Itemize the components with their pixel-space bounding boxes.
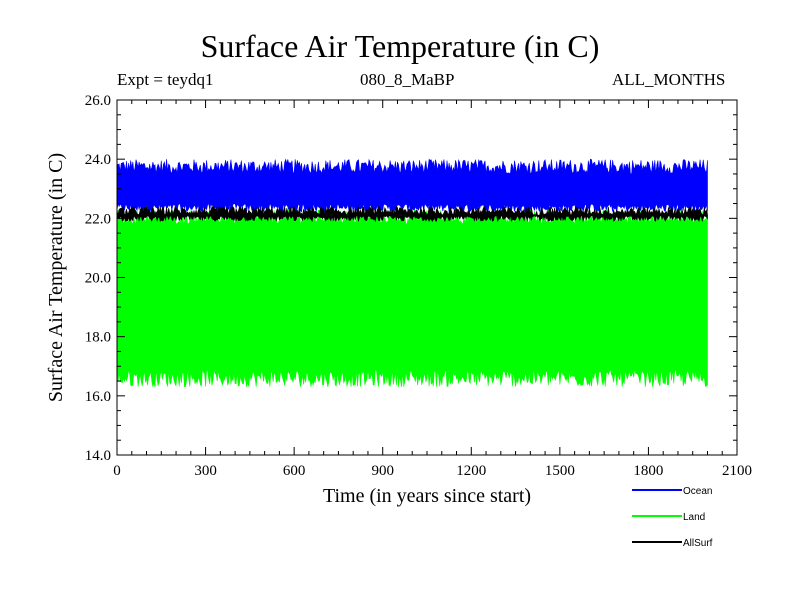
x-tick-label: 0 <box>113 463 121 479</box>
period-label: 080_8_MaBP <box>360 70 455 89</box>
legend-label: AllSurf <box>683 538 713 549</box>
legend-item-ocean: Ocean <box>632 486 712 497</box>
x-tick-label: 900 <box>371 463 394 479</box>
series-allsurf <box>116 205 708 223</box>
y-tick-labels: 14.0 16.0 18.0 20.0 22.0 24.0 26.0 <box>85 93 111 464</box>
legend-item-allsurf: AllSurf <box>632 538 713 549</box>
x-tick-labels: 0 300 600 900 1200 1500 1800 2100 <box>113 463 752 479</box>
x-tick-label: 600 <box>283 463 306 479</box>
legend-label: Ocean <box>683 486 712 497</box>
chart-title: Surface Air Temperature (in C) <box>200 28 600 64</box>
x-tick-label: 300 <box>194 463 217 479</box>
y-tick-label: 24.0 <box>85 152 111 168</box>
axis-ticks <box>116 99 738 456</box>
series-bands <box>116 158 708 387</box>
y-tick-label: 26.0 <box>85 93 111 109</box>
x-tick-label: 2100 <box>722 463 752 479</box>
legend: Ocean Land AllSurf <box>632 486 713 549</box>
legend-item-land: Land <box>632 512 705 523</box>
experiment-label: Expt = teydq1 <box>117 70 214 89</box>
x-tick-label: 1500 <box>545 463 575 479</box>
x-tick-label: 1200 <box>456 463 486 479</box>
plot-frame <box>116 99 738 456</box>
y-tick-label: 14.0 <box>85 448 111 464</box>
y-tick-label: 18.0 <box>85 330 111 346</box>
months-label: ALL_MONTHS <box>612 70 726 89</box>
x-axis-title: Time (in years since start) <box>323 485 531 507</box>
legend-label: Land <box>683 512 705 523</box>
series-ocean <box>116 158 708 214</box>
y-tick-label: 16.0 <box>85 389 111 405</box>
series-land <box>116 208 708 387</box>
y-axis-title: Surface Air Temperature (in C) <box>45 153 67 402</box>
y-tick-label: 22.0 <box>85 211 111 227</box>
y-tick-label: 20.0 <box>85 271 111 287</box>
x-tick-label: 1800 <box>633 463 663 479</box>
